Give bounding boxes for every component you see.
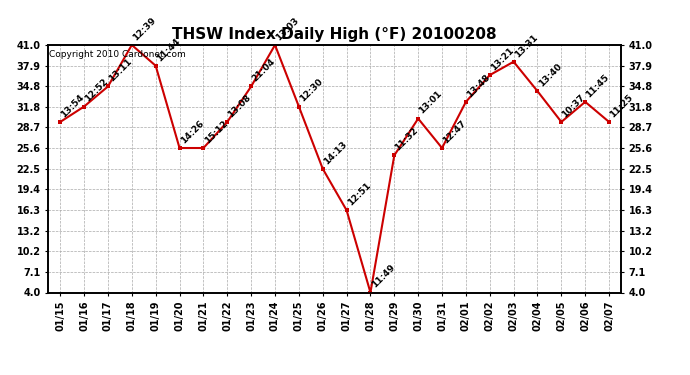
Text: 12:47: 12:47 bbox=[441, 118, 468, 145]
Text: 14:26: 14:26 bbox=[179, 118, 206, 145]
Text: 13:31: 13:31 bbox=[513, 32, 540, 59]
Text: 13:08: 13:08 bbox=[226, 93, 253, 119]
Text: 11:49: 11:49 bbox=[370, 263, 397, 290]
Text: 10:37: 10:37 bbox=[560, 93, 587, 119]
Title: THSW Index Daily High (°F) 20100208: THSW Index Daily High (°F) 20100208 bbox=[172, 27, 497, 42]
Text: 13:40: 13:40 bbox=[537, 62, 563, 88]
Text: 11:45: 11:45 bbox=[584, 72, 611, 99]
Text: 15:12: 15:12 bbox=[203, 118, 229, 145]
Text: 11:44: 11:44 bbox=[155, 36, 181, 63]
Text: Copyright 2010 Cardonet.com: Copyright 2010 Cardonet.com bbox=[50, 50, 186, 59]
Text: 12:30: 12:30 bbox=[298, 77, 324, 104]
Text: 13:11: 13:11 bbox=[107, 57, 134, 84]
Text: 12:52: 12:52 bbox=[83, 77, 110, 104]
Text: 13:01: 13:01 bbox=[417, 89, 444, 116]
Text: 14:13: 14:13 bbox=[322, 139, 348, 166]
Text: 13:48: 13:48 bbox=[465, 72, 492, 99]
Text: 12:51: 12:51 bbox=[346, 181, 373, 207]
Text: 11:32: 11:32 bbox=[393, 126, 420, 153]
Text: 12:39: 12:39 bbox=[131, 15, 158, 42]
Text: 11:25: 11:25 bbox=[609, 93, 635, 119]
Text: 21:04: 21:04 bbox=[250, 57, 277, 84]
Text: 13:03: 13:03 bbox=[274, 16, 301, 42]
Text: 13:54: 13:54 bbox=[59, 93, 86, 119]
Text: 13:21: 13:21 bbox=[489, 46, 515, 72]
